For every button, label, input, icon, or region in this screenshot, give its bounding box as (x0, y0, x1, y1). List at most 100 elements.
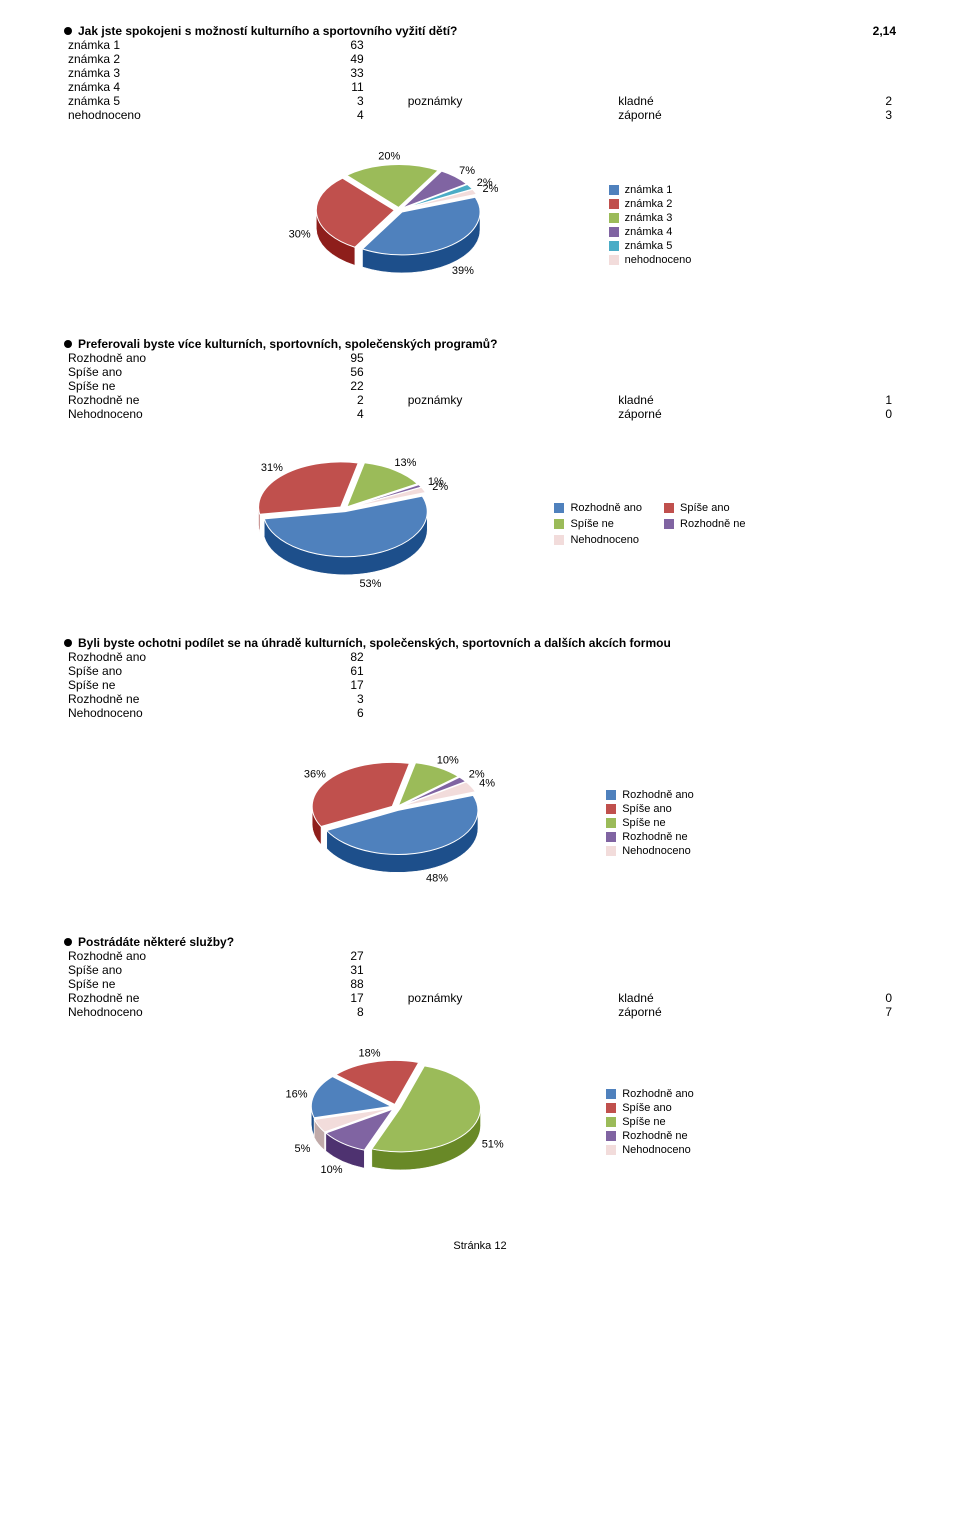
table-cell (614, 52, 821, 66)
table-cell: Nehodnoceno (64, 1005, 293, 1019)
legend-label: známka 3 (625, 212, 673, 224)
legend-label: Spíše ano (622, 1102, 672, 1114)
table-cell: 33 (293, 66, 368, 80)
table-cell: Spíše ano (64, 664, 293, 678)
table-cell (368, 108, 615, 122)
question-3-table: Rozhodně ano82Spíše ano61Spíše ne17Rozho… (64, 650, 896, 720)
table-cell (368, 692, 615, 706)
svg-text:18%: 18% (359, 1048, 381, 1060)
legend-item: Nehodnoceno (606, 845, 694, 857)
table-cell: Spíše ne (64, 379, 293, 393)
table-row: Rozhodně ano95 (64, 351, 896, 365)
table-cell (821, 692, 896, 706)
table-cell (821, 664, 896, 678)
table-cell (368, 977, 615, 991)
table-row: Spíše ano61 (64, 664, 896, 678)
table-cell (368, 365, 615, 379)
svg-text:4%: 4% (479, 777, 495, 789)
table-cell (614, 66, 821, 80)
table-cell: poznámky (368, 94, 615, 108)
legend-swatch (554, 503, 564, 513)
question-1-heading: Jak jste spokojeni s možností kulturního… (64, 24, 896, 38)
table-cell: Nehodnoceno (64, 706, 293, 720)
question-1-legend: známka 1známka 2známka 3známka 4známka 5… (609, 182, 692, 268)
legend-item: Rozhodně ne (664, 518, 745, 530)
legend-item: známka 2 (609, 198, 692, 210)
legend-label: Rozhodně ano (570, 502, 642, 514)
svg-text:30%: 30% (288, 228, 310, 240)
table-cell: záporné (614, 108, 821, 122)
legend-label: Spíše ne (622, 817, 665, 829)
table-cell (368, 664, 615, 678)
table-cell (821, 66, 896, 80)
table-cell (821, 379, 896, 393)
table-cell (368, 80, 615, 94)
table-cell (821, 351, 896, 365)
table-cell: 3 (293, 94, 368, 108)
legend-swatch (606, 804, 616, 814)
table-cell (821, 678, 896, 692)
legend-swatch (606, 818, 616, 828)
question-2-legend: Rozhodně anoSpíše anoSpíše neRozhodně ne… (554, 502, 745, 546)
table-cell (368, 650, 615, 664)
table-cell: známka 4 (64, 80, 293, 94)
question-1-title: Jak jste spokojeni s možností kulturního… (78, 24, 873, 38)
table-cell: 11 (293, 80, 368, 94)
legend-item: nehodnoceno (609, 254, 692, 266)
question-4-table: Rozhodně ano27Spíše ano31Spíše ne88Rozho… (64, 949, 896, 1019)
question-3-pie-chart: 48%36%10%2%4% (266, 728, 546, 918)
table-cell: Rozhodně ne (64, 393, 293, 407)
table-cell: 56 (293, 365, 368, 379)
table-cell: 1 (821, 393, 896, 407)
table-row: Nehodnoceno8záporné7 (64, 1005, 896, 1019)
table-row: Rozhodně ne3 (64, 692, 896, 706)
table-cell: 2 (293, 393, 368, 407)
table-cell (614, 664, 821, 678)
table-cell (368, 351, 615, 365)
table-cell: 31 (293, 963, 368, 977)
table-cell: kladné (614, 991, 821, 1005)
svg-text:16%: 16% (286, 1089, 308, 1101)
svg-text:51%: 51% (482, 1139, 504, 1151)
table-cell: známka 1 (64, 38, 293, 52)
table-row: známka 163 (64, 38, 896, 52)
table-cell: Rozhodně ne (64, 692, 293, 706)
legend-item: Spíše ne (606, 817, 694, 829)
legend-label: Spíše ne (570, 518, 613, 530)
table-cell: poznámky (368, 393, 615, 407)
table-cell: 2 (821, 94, 896, 108)
table-cell: 4 (293, 407, 368, 421)
table-cell: 3 (821, 108, 896, 122)
table-cell (821, 949, 896, 963)
svg-text:53%: 53% (360, 578, 382, 590)
svg-text:7%: 7% (459, 165, 475, 177)
svg-text:39%: 39% (452, 265, 474, 277)
table-row: Rozhodně ano27 (64, 949, 896, 963)
svg-text:2%: 2% (433, 481, 449, 493)
question-2-pie-chart: 53%31%13%1%2% (214, 429, 494, 619)
svg-text:13%: 13% (395, 457, 417, 469)
page-footer: Stránka 12 (64, 1240, 896, 1252)
table-cell: 4 (293, 108, 368, 122)
table-row: známka 53poznámkykladné2 (64, 94, 896, 108)
table-cell: 17 (293, 678, 368, 692)
table-cell: Nehodnoceno (64, 407, 293, 421)
table-cell (821, 80, 896, 94)
table-cell: Spíše ne (64, 678, 293, 692)
question-3-title: Byli byste ochotni podílet se na úhradě … (78, 636, 896, 650)
question-1-chart-block: 39%30%20%7%2%2% známka 1známka 2známka 3… (64, 130, 896, 323)
legend-swatch (554, 519, 564, 529)
legend-label: známka 4 (625, 226, 673, 238)
table-row: známka 333 (64, 66, 896, 80)
legend-swatch (664, 519, 674, 529)
question-4-chart-block: 16%18%51%10%5% Rozhodně anoSpíše anoSpíš… (64, 1027, 896, 1220)
legend-item: známka 1 (609, 184, 692, 196)
question-4-legend: Rozhodně anoSpíše anoSpíše neRozhodně ne… (606, 1086, 694, 1158)
table-cell: známka 5 (64, 94, 293, 108)
legend-swatch (609, 185, 619, 195)
legend-item: Rozhodně ano (606, 789, 694, 801)
bullet-icon (64, 340, 72, 348)
question-4-heading: Postrádáte některé služby? (64, 935, 896, 949)
table-cell: Rozhodně ano (64, 949, 293, 963)
legend-label: Rozhodně ne (622, 1130, 687, 1142)
